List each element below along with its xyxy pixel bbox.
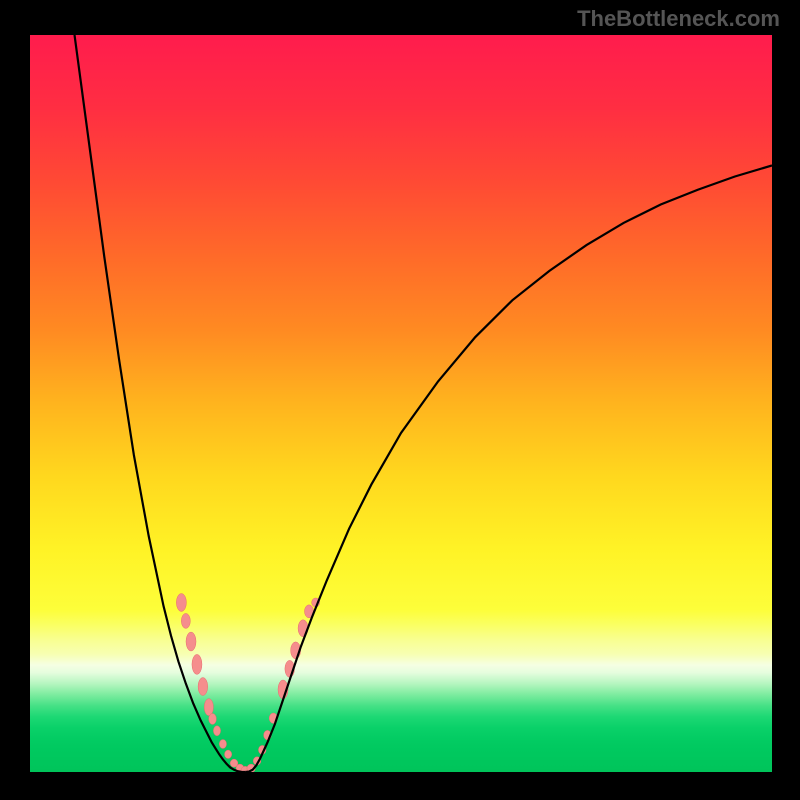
chart-svg <box>30 35 772 772</box>
markers-group <box>176 593 319 772</box>
marker-blob <box>213 726 220 736</box>
curve-right <box>245 165 772 772</box>
marker-blob <box>209 713 217 724</box>
chart-frame: TheBottleneck.com <box>0 0 800 800</box>
marker-blob <box>219 739 226 748</box>
marker-blob <box>192 654 202 674</box>
marker-blob <box>198 678 208 696</box>
marker-blob <box>186 632 196 651</box>
marker-blob <box>176 593 186 611</box>
marker-blob <box>181 613 190 628</box>
watermark-text: TheBottleneck.com <box>577 6 780 32</box>
curve-left <box>75 35 246 772</box>
marker-blob <box>225 750 232 758</box>
marker-blob <box>204 699 213 716</box>
plot-border <box>30 35 772 772</box>
